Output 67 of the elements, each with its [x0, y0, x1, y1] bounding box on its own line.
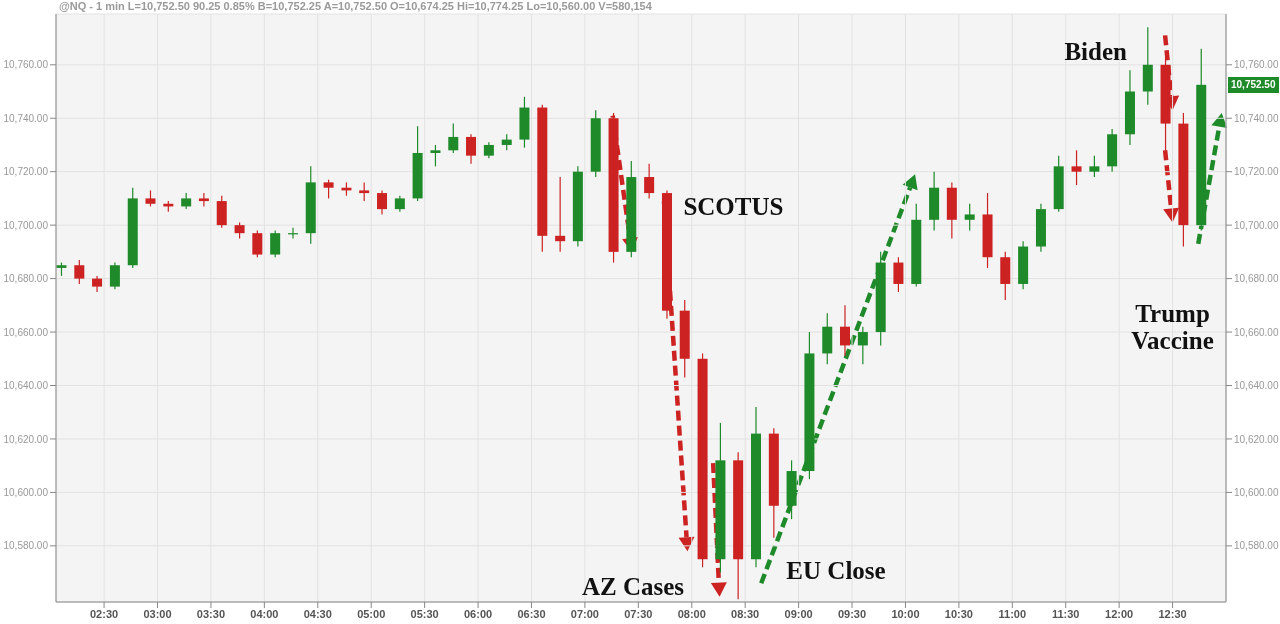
- y2-tick-label: 10,680.00: [1234, 273, 1279, 285]
- x-tick-label: 05:00: [357, 607, 386, 620]
- y2-tick-label: 10,740.00: [1234, 112, 1279, 124]
- x-tick-label: 04:30: [303, 607, 332, 620]
- x-tick-label: 12:00: [1105, 607, 1134, 620]
- x-tick-label: 12:30: [1158, 607, 1187, 620]
- candlestick: [323, 179, 334, 200]
- candlestick: [840, 304, 850, 357]
- annotation: EU Close: [786, 556, 886, 584]
- y-tick-label: 10,640.00: [3, 380, 49, 392]
- candlestick: [430, 144, 441, 167]
- x-tick-label: 11:00: [998, 607, 1027, 620]
- x-tick-label: 05:30: [410, 607, 439, 620]
- x-tick-label: 03:30: [196, 607, 225, 620]
- x-tick-label: 03:00: [143, 607, 172, 620]
- candlestick: [857, 326, 868, 365]
- y-tick-label: 10,600.00: [3, 486, 49, 498]
- x-tick-label: 06:00: [463, 607, 493, 620]
- candlestick: [964, 203, 975, 232]
- y-tick-label: 10,680.00: [3, 273, 49, 285]
- candlestick: [893, 256, 904, 293]
- x-tick-label: 09:00: [784, 607, 813, 620]
- x-tick-label: 06:30: [517, 607, 546, 620]
- x-tick-label: 11:30: [1051, 607, 1080, 620]
- annotation: Trump Vaccine: [1130, 299, 1215, 354]
- x-tick-label: 02:30: [90, 607, 119, 620]
- candlestick: [109, 261, 120, 290]
- candlestick: [466, 133, 477, 165]
- y2-tick-label: 10,720.00: [1234, 166, 1279, 178]
- y-tick-label: 10,620.00: [3, 433, 49, 445]
- text: 10,752.50: [1228, 76, 1279, 93]
- x-tick-label: 10:30: [944, 607, 973, 620]
- candlestick: [1089, 155, 1100, 178]
- candlestick: [1071, 149, 1082, 186]
- y2-tick-label: 10,600.00: [1234, 486, 1279, 498]
- candlestick: [555, 176, 566, 253]
- x-tick-label: 04:00: [250, 607, 279, 620]
- y-tick-label: 10,580.00: [3, 540, 49, 552]
- y2-tick-label: 10,640.00: [1234, 380, 1279, 392]
- x-tick-label: 08:00: [677, 607, 706, 620]
- y-tick-label: 10,760.00: [3, 59, 49, 71]
- candlestick: [252, 229, 263, 258]
- y2-tick-label: 10,620.00: [1234, 433, 1279, 445]
- y2-tick-label: 10,760.00: [1234, 59, 1279, 71]
- candlestick: [644, 163, 655, 200]
- text: @NQ - 1 min L=10,752.50 90.25 0.85% B=10,752.25 A=10,752.50 O=10,674.25 Hi=10,774.25 Lo=10,560.00 V=580,154: [59, 0, 652, 12]
- y-tick-label: 10,740.00: [3, 112, 49, 124]
- annotation: Biden: [1064, 37, 1127, 65]
- y-tick-label: 10,700.00: [3, 219, 49, 231]
- candlestick: [74, 259, 85, 285]
- x-tick-label: 09:30: [837, 607, 867, 620]
- y2-tick-label: 10,700.00: [1234, 219, 1279, 231]
- candlestick: [359, 181, 370, 202]
- annotation: SCOTUS: [683, 192, 784, 220]
- y2-tick-label: 10,660.00: [1234, 326, 1279, 338]
- candlestick: [198, 192, 209, 208]
- x-tick-label: 08:30: [731, 607, 760, 620]
- candlestick: [448, 122, 459, 154]
- annotation: AZ Cases: [581, 572, 685, 600]
- y2-tick-label: 10,580.00: [1234, 540, 1279, 552]
- x-tick-label: 07:30: [624, 607, 653, 620]
- x-tick-label: 07:00: [570, 607, 599, 620]
- y-tick-label: 10,660.00: [3, 326, 49, 338]
- candlestick: [270, 229, 281, 258]
- candlestick: [377, 189, 388, 216]
- y-tick-label: 10,720.00: [3, 166, 49, 178]
- x-tick-label: 10:00: [891, 607, 920, 620]
